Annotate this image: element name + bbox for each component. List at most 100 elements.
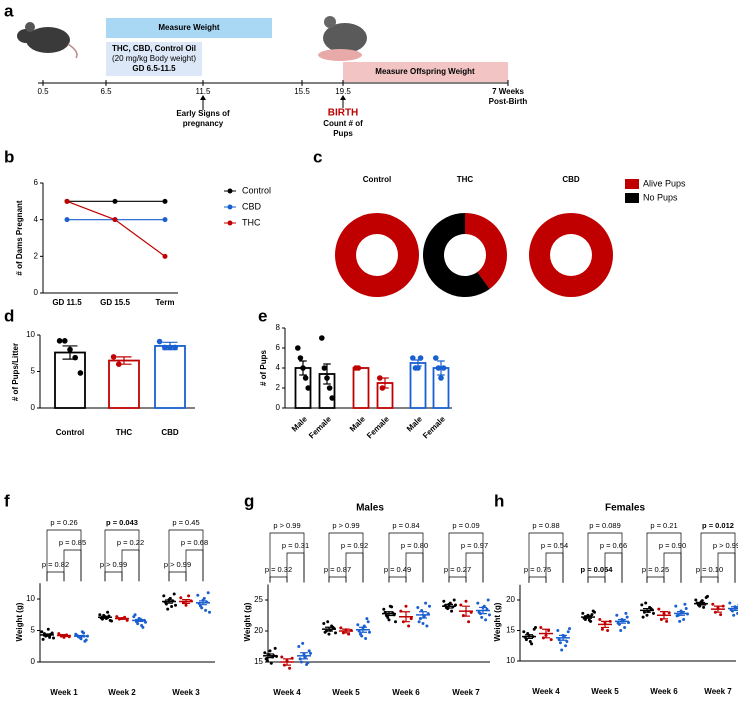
significance-bracket	[286, 552, 305, 583]
point	[428, 604, 431, 608]
point	[110, 354, 117, 360]
panel-label: h	[494, 491, 504, 510]
y-tick-label: 6	[34, 178, 39, 187]
point	[179, 596, 183, 600]
p-value: p > 0.99	[332, 521, 359, 530]
point	[682, 618, 686, 622]
panel-label: d	[4, 306, 14, 325]
point	[40, 630, 44, 634]
birth-label: BIRTH	[328, 108, 359, 119]
donut-slice	[465, 213, 507, 289]
point	[322, 622, 326, 626]
point	[556, 629, 560, 632]
error-bar	[342, 628, 350, 634]
point	[440, 365, 447, 371]
significance-bracket	[717, 552, 736, 583]
point	[598, 618, 602, 622]
point	[593, 610, 596, 614]
point	[587, 618, 591, 622]
x-tick-label: Week 4	[532, 687, 560, 696]
point	[564, 644, 568, 648]
p-value: p = 0.84	[392, 521, 419, 530]
p-value: p = 0.012	[702, 521, 734, 530]
point	[365, 617, 369, 621]
point	[386, 615, 390, 619]
p-value: p = 0.66	[600, 541, 627, 550]
point	[290, 656, 294, 660]
mother-icon	[318, 16, 367, 61]
x-tick-label: Week 3	[172, 688, 200, 697]
p-value: p = 0.82	[42, 560, 69, 569]
point	[417, 355, 424, 361]
point	[558, 641, 562, 645]
p-value: p = 0.75	[524, 565, 551, 574]
point	[424, 601, 428, 605]
p-value: p = 0.31	[282, 541, 309, 550]
error-bar	[165, 599, 173, 604]
significance-bracket	[587, 576, 606, 583]
y-tick-label: 10	[506, 656, 515, 665]
point	[273, 646, 277, 650]
y-tick-label: 4	[34, 215, 39, 224]
error-bar	[584, 615, 592, 619]
event-label: Pups	[333, 129, 353, 138]
x-tick-label: Week 1	[50, 688, 78, 697]
point	[560, 648, 564, 652]
y-tick-label: 10	[26, 594, 35, 603]
point	[321, 365, 328, 371]
x-tick-label: Week 7	[704, 687, 732, 696]
panel-label: e	[258, 306, 267, 325]
y-axis-label: # of Dams Pregnant	[15, 200, 24, 275]
point	[172, 592, 176, 596]
point	[187, 594, 191, 598]
y-tick-label: 20	[254, 626, 263, 635]
error-bar	[182, 599, 190, 605]
y-tick-label: 25	[254, 595, 263, 604]
point	[302, 375, 309, 381]
point	[204, 608, 208, 612]
significance-bracket	[528, 576, 547, 583]
point	[77, 370, 84, 376]
point	[435, 365, 442, 371]
y-tick-label: 2	[34, 251, 39, 260]
point	[484, 618, 488, 622]
point	[162, 198, 168, 204]
legend-swatch	[625, 193, 639, 203]
p-value: p = 0.054	[581, 565, 614, 574]
legend-marker	[227, 220, 233, 226]
point	[415, 365, 421, 371]
x-tick-label: Female	[365, 414, 391, 440]
point	[382, 607, 386, 611]
point	[64, 217, 70, 223]
legend-label: CBD	[242, 201, 262, 211]
point	[355, 365, 362, 371]
point	[72, 354, 78, 361]
point	[263, 651, 267, 655]
point	[64, 198, 70, 204]
significance-bracket	[185, 549, 204, 582]
timeline-tick-label: 15.5	[294, 87, 310, 96]
error-bar	[643, 607, 651, 613]
point	[624, 611, 628, 615]
panel-label: f	[4, 491, 10, 510]
error-bar	[559, 634, 567, 641]
point	[141, 625, 145, 629]
point	[144, 620, 147, 624]
significance-bracket	[121, 549, 140, 582]
p-value: p = 0.45	[172, 518, 199, 527]
error-bar	[266, 653, 274, 659]
significance-bracket	[269, 576, 288, 583]
significance-bracket	[63, 549, 82, 582]
y-tick-label: 15	[254, 657, 263, 666]
point	[534, 625, 537, 629]
box-label: Measure Offspring Weight	[375, 67, 475, 76]
point	[83, 639, 87, 643]
point	[206, 591, 210, 595]
error-bar	[77, 634, 85, 638]
error-bar	[714, 605, 722, 613]
significance-bracket	[700, 576, 719, 583]
y-tick-label: 10	[26, 330, 35, 339]
point	[364, 636, 368, 640]
arrow-head	[200, 95, 206, 100]
